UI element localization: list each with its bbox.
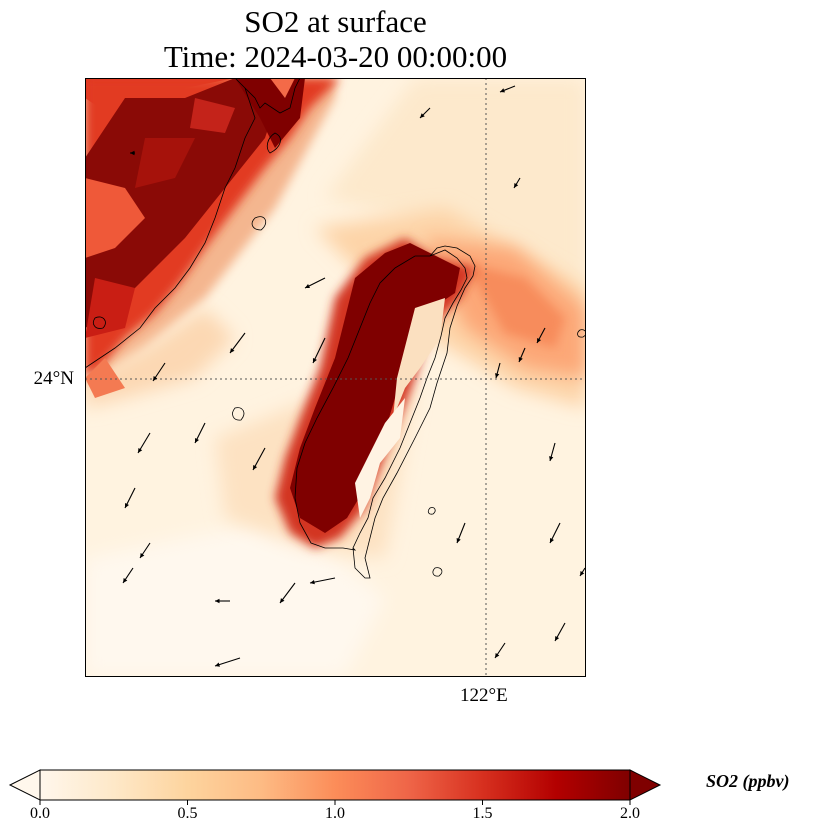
- wind-arrow: [279, 582, 296, 604]
- wind-arrow: [304, 277, 326, 289]
- colorbar-tick-label: 1.0: [325, 805, 345, 822]
- map-title-line1: SO2 at surface: [244, 4, 427, 39]
- wind-arrow: [215, 598, 230, 604]
- wind-arrow: [549, 442, 556, 462]
- wind-arrow: [194, 422, 206, 444]
- wind-arrow: [137, 432, 151, 454]
- wind-arrow: [554, 622, 566, 642]
- colorbar-tick-label: 0.5: [177, 805, 198, 822]
- wind-arrow: [419, 107, 431, 119]
- wind-vectors: [122, 85, 586, 667]
- wind-arrow: [456, 522, 466, 544]
- wind-arrow: [124, 487, 136, 509]
- lon-tick-label: 122°E: [460, 685, 508, 706]
- colorbar-tick-label: 2.0: [620, 805, 640, 822]
- gridlines: [85, 78, 586, 677]
- wind-arrow: [139, 542, 151, 559]
- wind-arrow: [214, 657, 241, 667]
- wind-arrow: [152, 362, 166, 382]
- wind-arrow: [579, 567, 586, 577]
- so2-field: [85, 78, 586, 677]
- wind-arrow: [518, 347, 526, 363]
- wind-arrow: [495, 362, 501, 379]
- wind-arrow: [536, 327, 546, 344]
- wind-arrow: [513, 177, 521, 189]
- map-title-line2: Time: 2024-03-20 00:00:00: [163, 39, 508, 74]
- wind-arrow: [309, 577, 336, 585]
- colorbar-label: SO2 (ppbv): [706, 771, 790, 791]
- wind-arrow: [122, 567, 134, 584]
- colorbar-tick-label: 1.5: [472, 805, 493, 822]
- wind-arrow: [130, 150, 135, 156]
- wind-arrow: [494, 642, 506, 659]
- coastline: [85, 78, 586, 579]
- colorbar-tick-label: 0.0: [30, 805, 50, 822]
- wind-arrow: [499, 85, 516, 93]
- colorbar: [8, 769, 662, 805]
- wind-arrow: [312, 337, 326, 364]
- wind-arrow: [252, 447, 266, 471]
- map-panel: [85, 78, 586, 677]
- lat-tick-label: 24°N: [33, 368, 74, 389]
- wind-arrow: [549, 522, 561, 544]
- wind-arrow: [229, 332, 246, 354]
